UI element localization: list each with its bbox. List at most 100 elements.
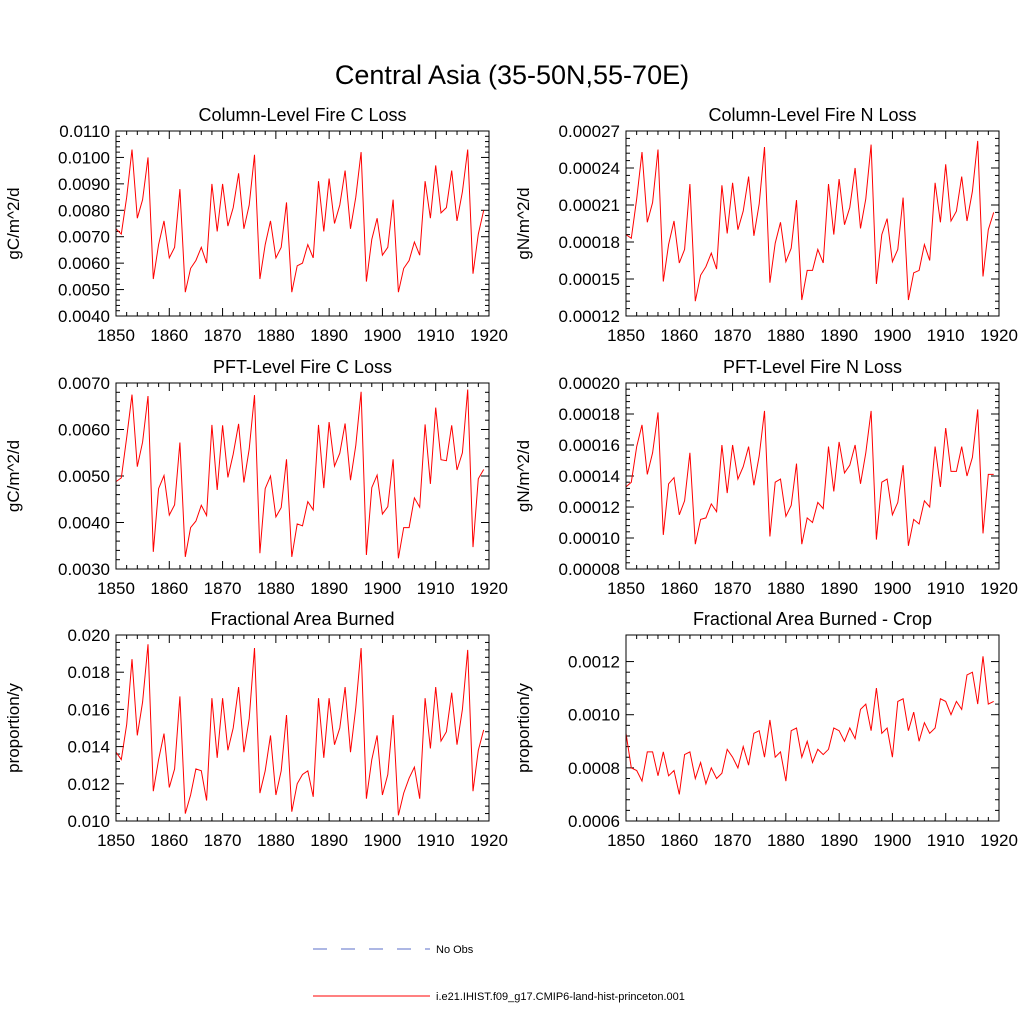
y-tick-label: 0.00021: [559, 196, 620, 215]
series-line-1: [115, 389, 485, 559]
y-tick-label: 0.0050: [58, 467, 110, 486]
panels: Column-Level Fire C Loss gC/m^2/d 1850 1860…: [4, 105, 1018, 850]
x-tick-label: 1900: [874, 831, 912, 850]
y-axis-label: gN/m^2/d: [514, 187, 533, 259]
y-axis-label: gN/m^2/d: [514, 440, 533, 512]
y-tick-label: 0.00015: [559, 270, 620, 289]
y-tick-label: 0.00010: [559, 529, 620, 548]
y-tick-label: 0.00018: [559, 405, 620, 424]
x-tick-label: 1880: [257, 326, 295, 345]
y-tick-label: 0.00008: [559, 560, 620, 579]
x-tick-label: 1920: [980, 579, 1018, 598]
legend-no-obs-label: No Obs: [436, 944, 474, 956]
x-tick-label: 1860: [150, 831, 188, 850]
x-tick-label: 1880: [257, 831, 295, 850]
panel-title: PFT-Level Fire C Loss: [213, 357, 392, 377]
panel-title: PFT-Level Fire N Loss: [723, 357, 902, 377]
x-tick-label: 1920: [470, 831, 508, 850]
y-tick-label: 0.0040: [58, 514, 110, 533]
y-tick-label: 0.0040: [58, 307, 110, 326]
y-tick-label: 0.00024: [559, 159, 620, 178]
chart-panel-3: PFT-Level Fire C Loss gC/m^2/d 1850 1860 187…: [4, 357, 508, 598]
y-tick-label: 0.00020: [559, 374, 620, 393]
series-line-1: [115, 644, 485, 816]
y-tick-label: 0.0080: [58, 201, 110, 220]
y-tick-label: 0.0012: [568, 653, 620, 672]
plot-frame: [115, 130, 490, 317]
y-tick-label: 0.010: [67, 812, 110, 831]
y-tick-label: 0.012: [67, 775, 110, 794]
plot-frame: [625, 382, 1000, 570]
x-tick-label: 1870: [714, 326, 752, 345]
y-tick-label: 0.0110: [59, 122, 110, 141]
x-tick-label: 1860: [150, 579, 188, 598]
chart-panel-6: Fractional Area Burned - Crop proportion/…: [514, 609, 1018, 850]
x-tick-label: 1860: [660, 326, 698, 345]
x-tick-label: 1920: [470, 326, 508, 345]
y-tick-label: 0.0070: [58, 228, 110, 247]
x-tick-label: 1910: [417, 831, 455, 850]
y-tick-label: 0.018: [67, 663, 110, 682]
plot-frame: [115, 382, 490, 570]
x-tick-label: 1870: [714, 579, 752, 598]
y-tick-label: 0.0070: [58, 374, 110, 393]
series-line-1: [625, 656, 994, 795]
x-tick-label: 1880: [257, 579, 295, 598]
x-tick-label: 1900: [874, 326, 912, 345]
x-tick-label: 1890: [820, 326, 858, 345]
x-tick-label: 1870: [204, 326, 242, 345]
x-tick-label: 1900: [364, 831, 402, 850]
y-tick-label: 0.0060: [58, 254, 110, 273]
y-tick-label: 0.0010: [568, 706, 620, 725]
x-tick-label: 1860: [660, 579, 698, 598]
y-axis-label: proportion/y: [4, 683, 23, 773]
x-tick-label: 1890: [310, 579, 348, 598]
x-tick-label: 1870: [204, 831, 242, 850]
x-tick-label: 1890: [310, 326, 348, 345]
x-tick-label: 1850: [607, 326, 645, 345]
y-axis-label: proportion/y: [514, 683, 533, 773]
x-tick-label: 1890: [820, 579, 858, 598]
chart-panel-2: Column-Level Fire N Loss gN/m^2/d 1850 1860…: [514, 105, 1018, 345]
y-tick-label: 0.0008: [568, 759, 620, 778]
y-tick-label: 0.014: [67, 738, 110, 757]
panel-title: Column-Level Fire N Loss: [708, 105, 916, 125]
legend-series-label: i.e21.IHIST.f09_g17.CMIP6-land-hist-prin…: [436, 991, 685, 1003]
panel-title: Fractional Area Burned - Crop: [693, 609, 932, 629]
x-tick-label: 1890: [820, 831, 858, 850]
y-tick-label: 0.016: [67, 700, 110, 719]
y-axis-label: gC/m^2/d: [4, 440, 23, 512]
x-tick-label: 1880: [767, 831, 805, 850]
y-tick-label: 0.00027: [559, 122, 620, 141]
x-tick-label: 1910: [417, 579, 455, 598]
y-tick-label: 0.00016: [559, 436, 620, 455]
y-tick-label: 0.0006: [568, 812, 620, 831]
x-tick-label: 1890: [310, 831, 348, 850]
x-tick-label: 1920: [980, 831, 1018, 850]
series-line-1: [625, 409, 994, 546]
plot-frame: [625, 130, 1000, 317]
x-tick-label: 1900: [364, 579, 402, 598]
x-tick-label: 1880: [767, 579, 805, 598]
x-tick-label: 1920: [980, 326, 1018, 345]
x-tick-label: 1910: [927, 326, 965, 345]
y-tick-label: 0.0100: [58, 148, 110, 167]
x-tick-label: 1900: [874, 579, 912, 598]
y-axis-label: gC/m^2/d: [4, 187, 23, 259]
y-tick-label: 0.00012: [559, 307, 620, 326]
legend: No Obs i.e21.IHIST.f09_g17.CMIP6-land-hi…: [313, 944, 685, 1003]
x-tick-label: 1910: [927, 831, 965, 850]
x-tick-label: 1850: [97, 831, 135, 850]
series-line-1: [625, 140, 995, 302]
x-tick-label: 1860: [150, 326, 188, 345]
x-tick-label: 1870: [714, 831, 752, 850]
y-tick-label: 0.00018: [559, 233, 620, 252]
x-tick-label: 1900: [364, 326, 402, 345]
x-tick-label: 1910: [927, 579, 965, 598]
x-tick-label: 1850: [607, 579, 645, 598]
chart-panel-4: PFT-Level Fire N Loss gN/m^2/d 1850 1860 187…: [514, 357, 1018, 598]
y-tick-label: 0.0050: [58, 281, 110, 300]
x-tick-label: 1910: [417, 326, 455, 345]
x-tick-label: 1870: [204, 579, 242, 598]
